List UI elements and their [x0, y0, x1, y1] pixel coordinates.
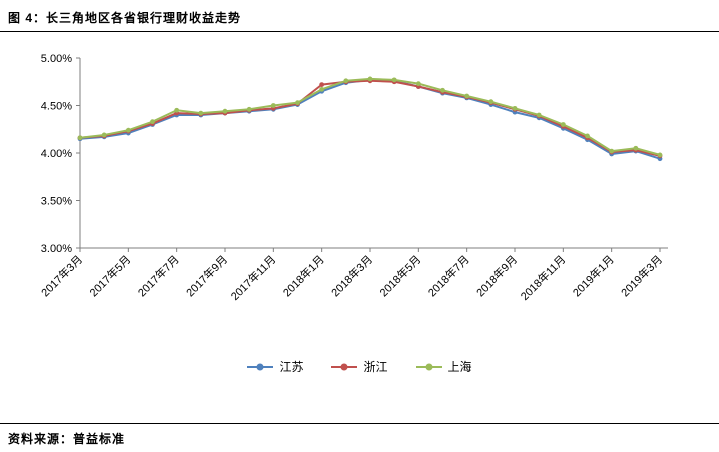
svg-text:2017年7月: 2017年7月: [135, 252, 182, 299]
legend-label-jiangsu: 江苏: [279, 360, 304, 374]
svg-text:2018年7月: 2018年7月: [425, 252, 472, 299]
svg-text:2017年3月: 2017年3月: [38, 252, 85, 299]
svg-text:2018年1月: 2018年1月: [280, 252, 327, 299]
legend-item-zhejiang: 浙江: [331, 358, 388, 375]
svg-text:2017年11月: 2017年11月: [228, 252, 279, 303]
svg-text:2018年5月: 2018年5月: [376, 252, 423, 299]
svg-text:4.50%: 4.50%: [41, 101, 72, 113]
legend-label-shanghai: 上海: [447, 360, 472, 374]
line-chart: 3.00% 3.50% 4.00% 4.50% 5.00% 2017年3月 2017年5月 2…: [0, 36, 719, 358]
legend-marker-zhejiang: [331, 363, 358, 370]
legend-dot-jiangsu: [256, 363, 264, 370]
svg-text:2018年3月: 2018年3月: [328, 252, 375, 299]
source-note: 资料来源：普益标准: [8, 432, 126, 446]
chart-legend: 江苏 浙江 上海: [0, 358, 719, 375]
svg-text:2017年5月: 2017年5月: [86, 252, 133, 299]
svg-text:2018年11月: 2018年11月: [518, 252, 569, 303]
legend-label-zhejiang: 浙江: [363, 360, 388, 374]
legend-dot-shanghai: [425, 363, 432, 370]
chart-canvas: 3.00%3.50%4.00%4.50%5.00%2017年3月 2017年5月 2…: [38, 53, 668, 303]
footer-divider: [0, 423, 719, 424]
svg-text:3.50%: 3.50%: [41, 196, 72, 208]
svg-text:3.00%: 3.00%: [41, 243, 72, 255]
legend-item-jiangsu: 江苏: [247, 358, 303, 375]
svg-text:2017年9月: 2017年9月: [183, 252, 230, 299]
svg-text:2019年3月: 2019年3月: [618, 252, 665, 299]
legend-marker-jiangsu: [247, 363, 274, 370]
svg-text:2018年9月: 2018年9月: [473, 252, 520, 299]
legend-dot-zhejiang: [340, 363, 348, 370]
svg-text:5.00%: 5.00%: [41, 53, 72, 65]
figure-title: 图 4：长三角地区各省银行理财收益走势: [8, 11, 242, 25]
svg-text:2019年1月: 2019年1月: [570, 252, 617, 299]
legend-marker-shanghai: [415, 363, 442, 370]
legend-item-shanghai: 上海: [415, 358, 472, 375]
svg-text:4.00%: 4.00%: [41, 148, 72, 160]
header-divider: [0, 31, 719, 32]
